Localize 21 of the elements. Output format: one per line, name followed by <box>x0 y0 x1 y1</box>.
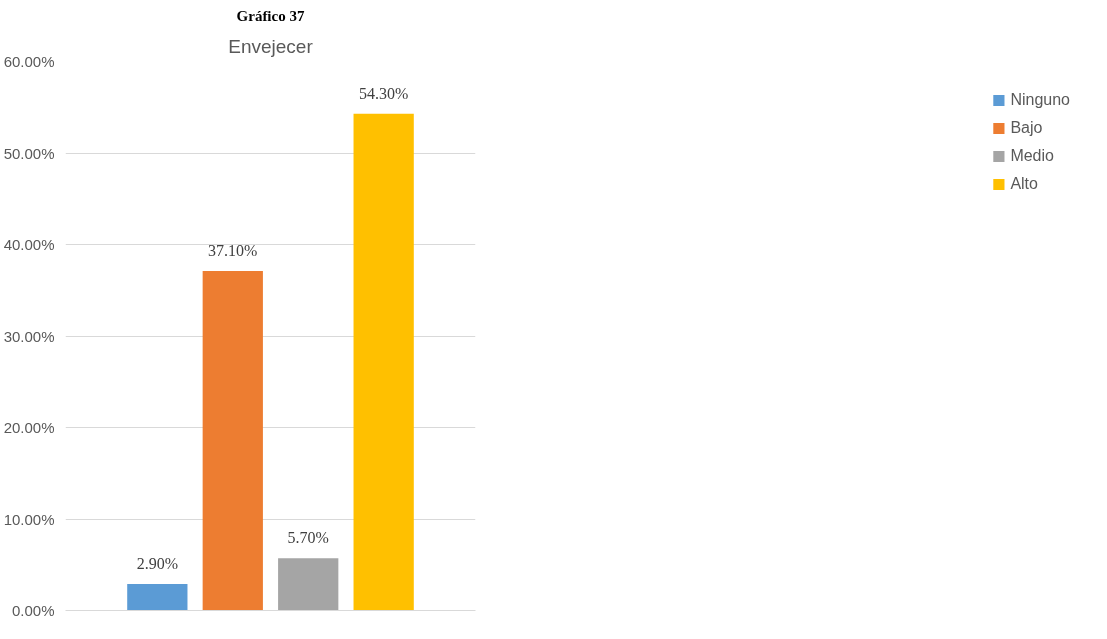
data-label: 54.30% <box>359 84 409 102</box>
y-tick-label: 0.00% <box>11 602 55 619</box>
chart-subtitle: Envejecer <box>228 35 314 57</box>
data-label: 37.10% <box>208 242 258 260</box>
y-tick-label: 40.00% <box>3 236 55 253</box>
legend-label: Bajo <box>1010 119 1043 137</box>
bar <box>353 113 414 611</box>
data-label: 2.90% <box>136 554 178 572</box>
chart-title: Gráfico 37 <box>236 7 305 24</box>
bar <box>278 558 339 611</box>
data-label: 5.70% <box>287 529 329 547</box>
legend-label: Ninguno <box>1010 91 1070 109</box>
y-tick-label: 10.00% <box>3 510 55 528</box>
bar <box>202 271 263 611</box>
legend-label: Alto <box>1010 175 1038 193</box>
y-tick-label: 30.00% <box>3 327 55 345</box>
bar <box>127 583 188 611</box>
y-tick-label: 20.00% <box>3 419 55 436</box>
y-tick-label: 60.00% <box>3 53 55 70</box>
legend-label: Medio <box>1010 147 1054 165</box>
y-tick-label: 50.00% <box>3 144 55 162</box>
